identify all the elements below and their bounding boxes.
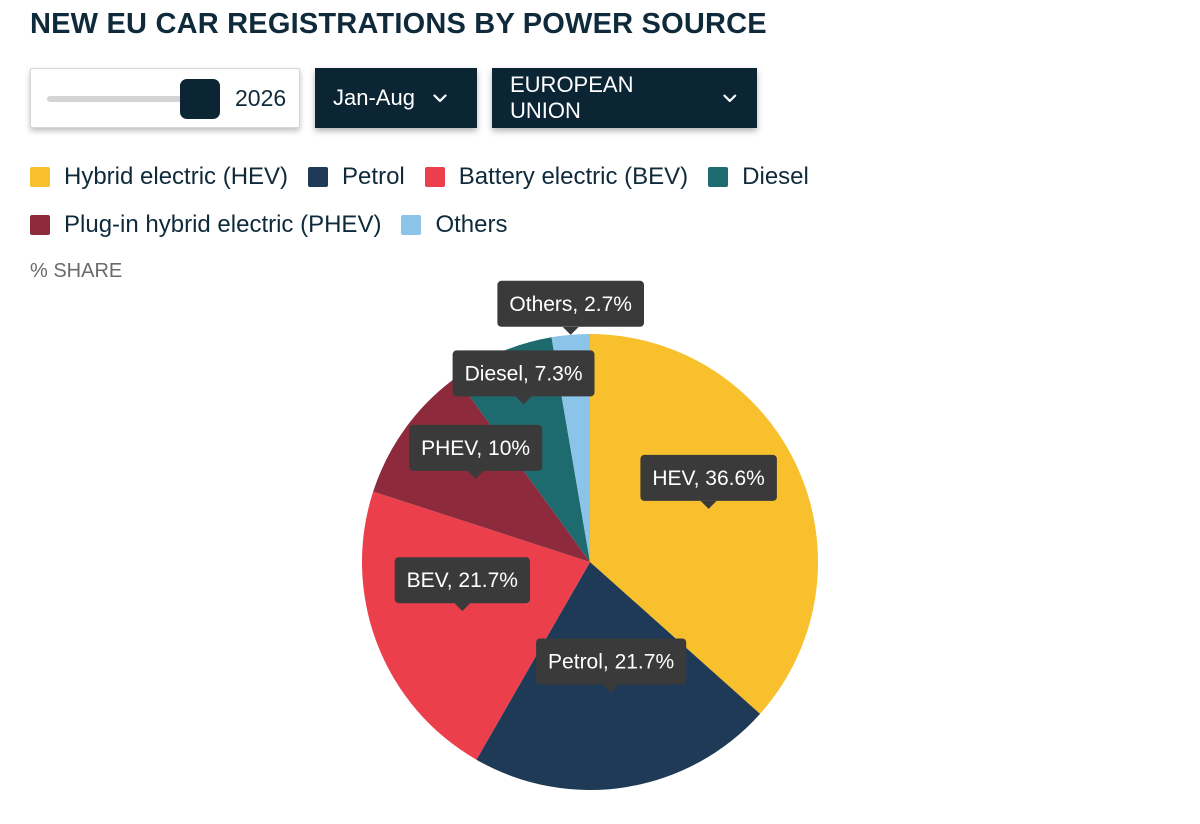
data-label-petrol: Petrol, 21.7% bbox=[536, 638, 687, 693]
unit-label: % SHARE bbox=[30, 260, 123, 282]
chart-legend: Hybrid electric (HEV) Petrol Battery elect… bbox=[30, 163, 890, 239]
data-label-others: Others, 2.7% bbox=[497, 280, 644, 335]
data-label-box bbox=[536, 638, 687, 685]
data-label-diesel: Diesel, 7.3% bbox=[452, 350, 595, 405]
legend-item-bev[interactable]: Battery electric (BEV) bbox=[424, 163, 689, 191]
period-dropdown[interactable]: Jan-Aug bbox=[315, 68, 477, 128]
data-label-phev: PHEV, 10% bbox=[409, 424, 543, 479]
data-label-text: HEV, 36.6% bbox=[652, 467, 764, 490]
data-label-text: Diesel, 7.3% bbox=[465, 362, 583, 385]
data-label-box bbox=[452, 350, 595, 397]
legend-item-phev[interactable]: Plug-in hybrid electric (PHEV) bbox=[30, 211, 381, 239]
data-label-box bbox=[640, 454, 777, 501]
region-dropdown[interactable]: EUROPEAN UNION bbox=[492, 68, 757, 128]
legend-swatch bbox=[708, 167, 729, 187]
data-label-text: Petrol, 21.7% bbox=[548, 651, 674, 674]
data-label-pointer bbox=[603, 684, 620, 693]
data-label-hev: HEV, 36.6% bbox=[640, 454, 777, 509]
legend-item-petrol[interactable]: Petrol bbox=[308, 163, 405, 191]
data-label-pointer bbox=[467, 470, 484, 479]
chevron-down-icon bbox=[723, 94, 737, 102]
slider-track[interactable] bbox=[47, 96, 207, 102]
legend-swatch bbox=[401, 215, 422, 235]
region-dropdown-label: EUROPEAN UNION bbox=[510, 72, 634, 123]
data-label-pointer bbox=[562, 326, 579, 335]
legend-item-diesel[interactable]: Diesel bbox=[708, 163, 809, 191]
period-dropdown-label: Jan-Aug bbox=[333, 85, 415, 110]
data-label-text: PHEV, 10% bbox=[421, 437, 530, 460]
data-label-text: BEV, 21.7% bbox=[407, 569, 518, 592]
legend-swatch bbox=[424, 167, 445, 187]
legend-label: Plug-in hybrid electric (PHEV) bbox=[64, 211, 382, 238]
pie-chart: HEV, 36.6% Petrol, 21.7% BEV, 21.7% PHEV, 1… bbox=[361, 280, 818, 790]
legend-swatch bbox=[30, 215, 50, 235]
data-label-pointer bbox=[700, 500, 717, 509]
data-label-bev: BEV, 21.7% bbox=[394, 557, 530, 612]
slider-thumb[interactable] bbox=[180, 79, 220, 119]
legend-label: Battery electric (BEV) bbox=[458, 163, 689, 190]
data-label-text: Others, 2.7% bbox=[509, 293, 632, 316]
data-label-box bbox=[497, 280, 644, 327]
legend-swatch bbox=[308, 167, 329, 187]
year-slider[interactable]: 2026 bbox=[30, 68, 300, 128]
legend-label: Others bbox=[435, 211, 508, 238]
controls-bar: 2026 Jan-Aug EUROPEAN UNION bbox=[30, 68, 757, 130]
legend-label: Petrol bbox=[342, 163, 405, 190]
pie-slice-hev[interactable] bbox=[590, 334, 818, 714]
data-label-box bbox=[394, 557, 530, 604]
chart-title: NEW EU CAR REGISTRATIONS BY POWER SOURCE bbox=[30, 8, 767, 40]
year-value: 2026 bbox=[235, 85, 287, 111]
data-label-pointer bbox=[515, 396, 532, 405]
data-label-pointer bbox=[454, 603, 471, 612]
legend-label: Diesel bbox=[742, 163, 809, 190]
legend-label: Hybrid electric (HEV) bbox=[64, 163, 289, 190]
legend-item-hev[interactable]: Hybrid electric (HEV) bbox=[30, 163, 288, 191]
data-label-box bbox=[409, 424, 543, 471]
chevron-down-icon bbox=[433, 93, 447, 102]
legend-swatch bbox=[30, 167, 50, 187]
legend-item-others[interactable]: Others bbox=[401, 211, 507, 239]
